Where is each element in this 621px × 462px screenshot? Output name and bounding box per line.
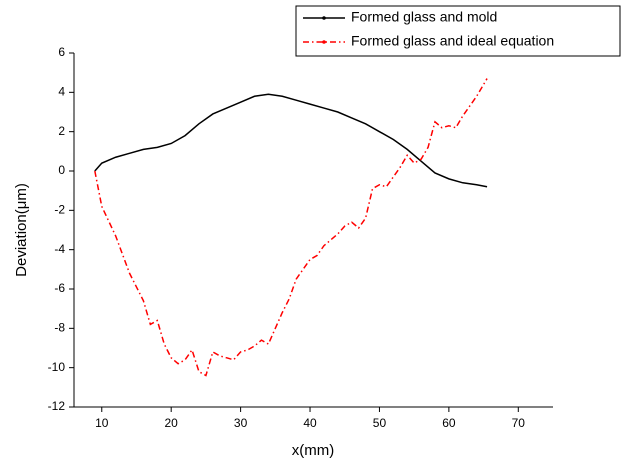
y-tick-label: -8 xyxy=(54,321,65,335)
y-tick-label: -4 xyxy=(54,242,65,256)
y-tick-label: 6 xyxy=(58,45,65,59)
y-tick-label: 2 xyxy=(58,124,65,138)
x-axis-label: x(mm) xyxy=(292,442,334,459)
x-tick-label: 70 xyxy=(512,416,526,430)
y-tick-label: -2 xyxy=(54,203,65,217)
y-tick-label: -10 xyxy=(48,360,66,374)
x-tick-label: 40 xyxy=(303,416,317,430)
series-line xyxy=(94,78,488,377)
y-axis-label: Deviation(μm) xyxy=(13,183,30,277)
y-tick-label: 0 xyxy=(58,163,65,177)
y-tick-label: -12 xyxy=(48,399,66,413)
x-tick-label: 30 xyxy=(234,416,248,430)
series-line xyxy=(94,93,488,188)
legend-box xyxy=(295,5,621,57)
x-tick-label: 20 xyxy=(165,416,179,430)
legend-label: Formed glass and ideal equation xyxy=(351,33,554,49)
x-tick-label: 50 xyxy=(373,416,387,430)
legend-marker xyxy=(322,40,326,44)
y-tick-label: 4 xyxy=(58,85,65,99)
legend-label: Formed glass and mold xyxy=(351,9,497,25)
x-tick-label: 10 xyxy=(95,416,109,430)
x-tick-label: 60 xyxy=(442,416,456,430)
y-tick-label: -6 xyxy=(54,281,65,295)
legend-marker xyxy=(322,16,326,20)
